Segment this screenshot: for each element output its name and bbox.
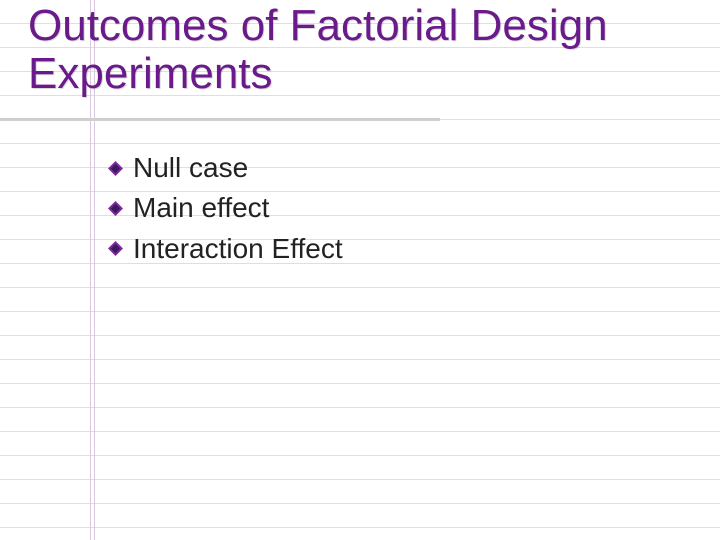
title-underline: [0, 118, 440, 121]
list-item: Null case: [108, 150, 680, 186]
bullet-text: Interaction Effect: [133, 231, 343, 267]
list-item: Main effect: [108, 190, 680, 226]
bullet-text: Null case: [133, 150, 248, 186]
bullet-list: Null case Main effect Interaction Effect: [108, 150, 680, 271]
diamond-bullet-icon: [108, 201, 123, 216]
list-item: Interaction Effect: [108, 231, 680, 267]
diamond-bullet-icon: [108, 241, 123, 256]
title-container: Outcomes of Factorial Design Experiments: [28, 2, 700, 97]
diamond-bullet-icon: [108, 161, 123, 176]
slide: Outcomes of Factorial Design Experiments…: [0, 0, 720, 540]
bullet-text: Main effect: [133, 190, 269, 226]
slide-title: Outcomes of Factorial Design Experiments: [28, 2, 700, 97]
